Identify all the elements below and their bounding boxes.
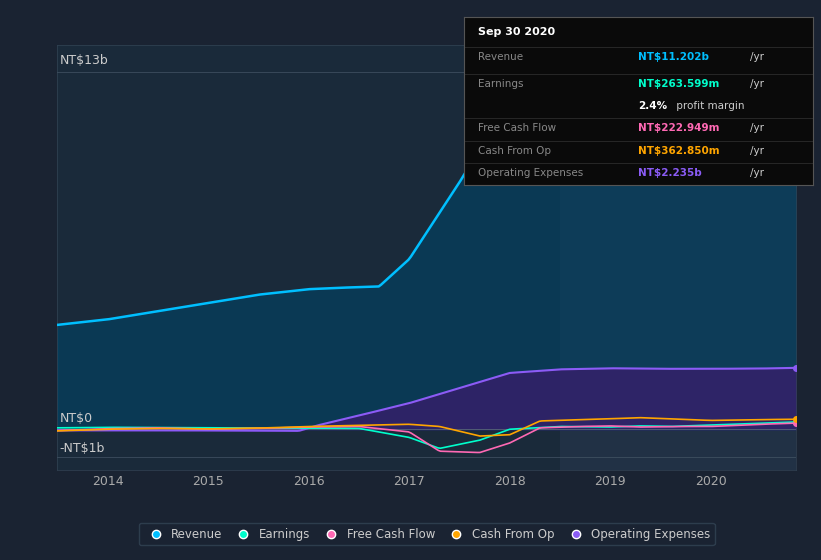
Text: Revenue: Revenue [478, 52, 523, 62]
Text: Sep 30 2020: Sep 30 2020 [478, 27, 555, 37]
Text: /yr: /yr [750, 168, 764, 178]
Bar [560, 45, 796, 470]
Text: Earnings: Earnings [478, 79, 523, 89]
Text: Operating Expenses: Operating Expenses [478, 168, 583, 178]
Text: /yr: /yr [750, 52, 764, 62]
Text: NT$362.850m: NT$362.850m [639, 146, 720, 156]
Text: NT$222.949m: NT$222.949m [639, 123, 720, 133]
Text: -NT$1b: -NT$1b [59, 442, 105, 455]
Text: Cash From Op: Cash From Op [478, 146, 551, 156]
Text: NT$0: NT$0 [59, 412, 93, 425]
Legend: Revenue, Earnings, Free Cash Flow, Cash From Op, Operating Expenses: Revenue, Earnings, Free Cash Flow, Cash … [139, 523, 715, 545]
Text: NT$263.599m: NT$263.599m [639, 79, 720, 89]
Text: Free Cash Flow: Free Cash Flow [478, 123, 556, 133]
Text: NT$11.202b: NT$11.202b [639, 52, 709, 62]
Text: /yr: /yr [750, 79, 764, 89]
Text: NT$2.235b: NT$2.235b [639, 168, 702, 178]
Text: profit margin: profit margin [673, 101, 745, 111]
Text: NT$13b: NT$13b [59, 54, 108, 67]
Text: /yr: /yr [750, 146, 764, 156]
Text: /yr: /yr [750, 123, 764, 133]
Text: 2.4%: 2.4% [639, 101, 667, 111]
